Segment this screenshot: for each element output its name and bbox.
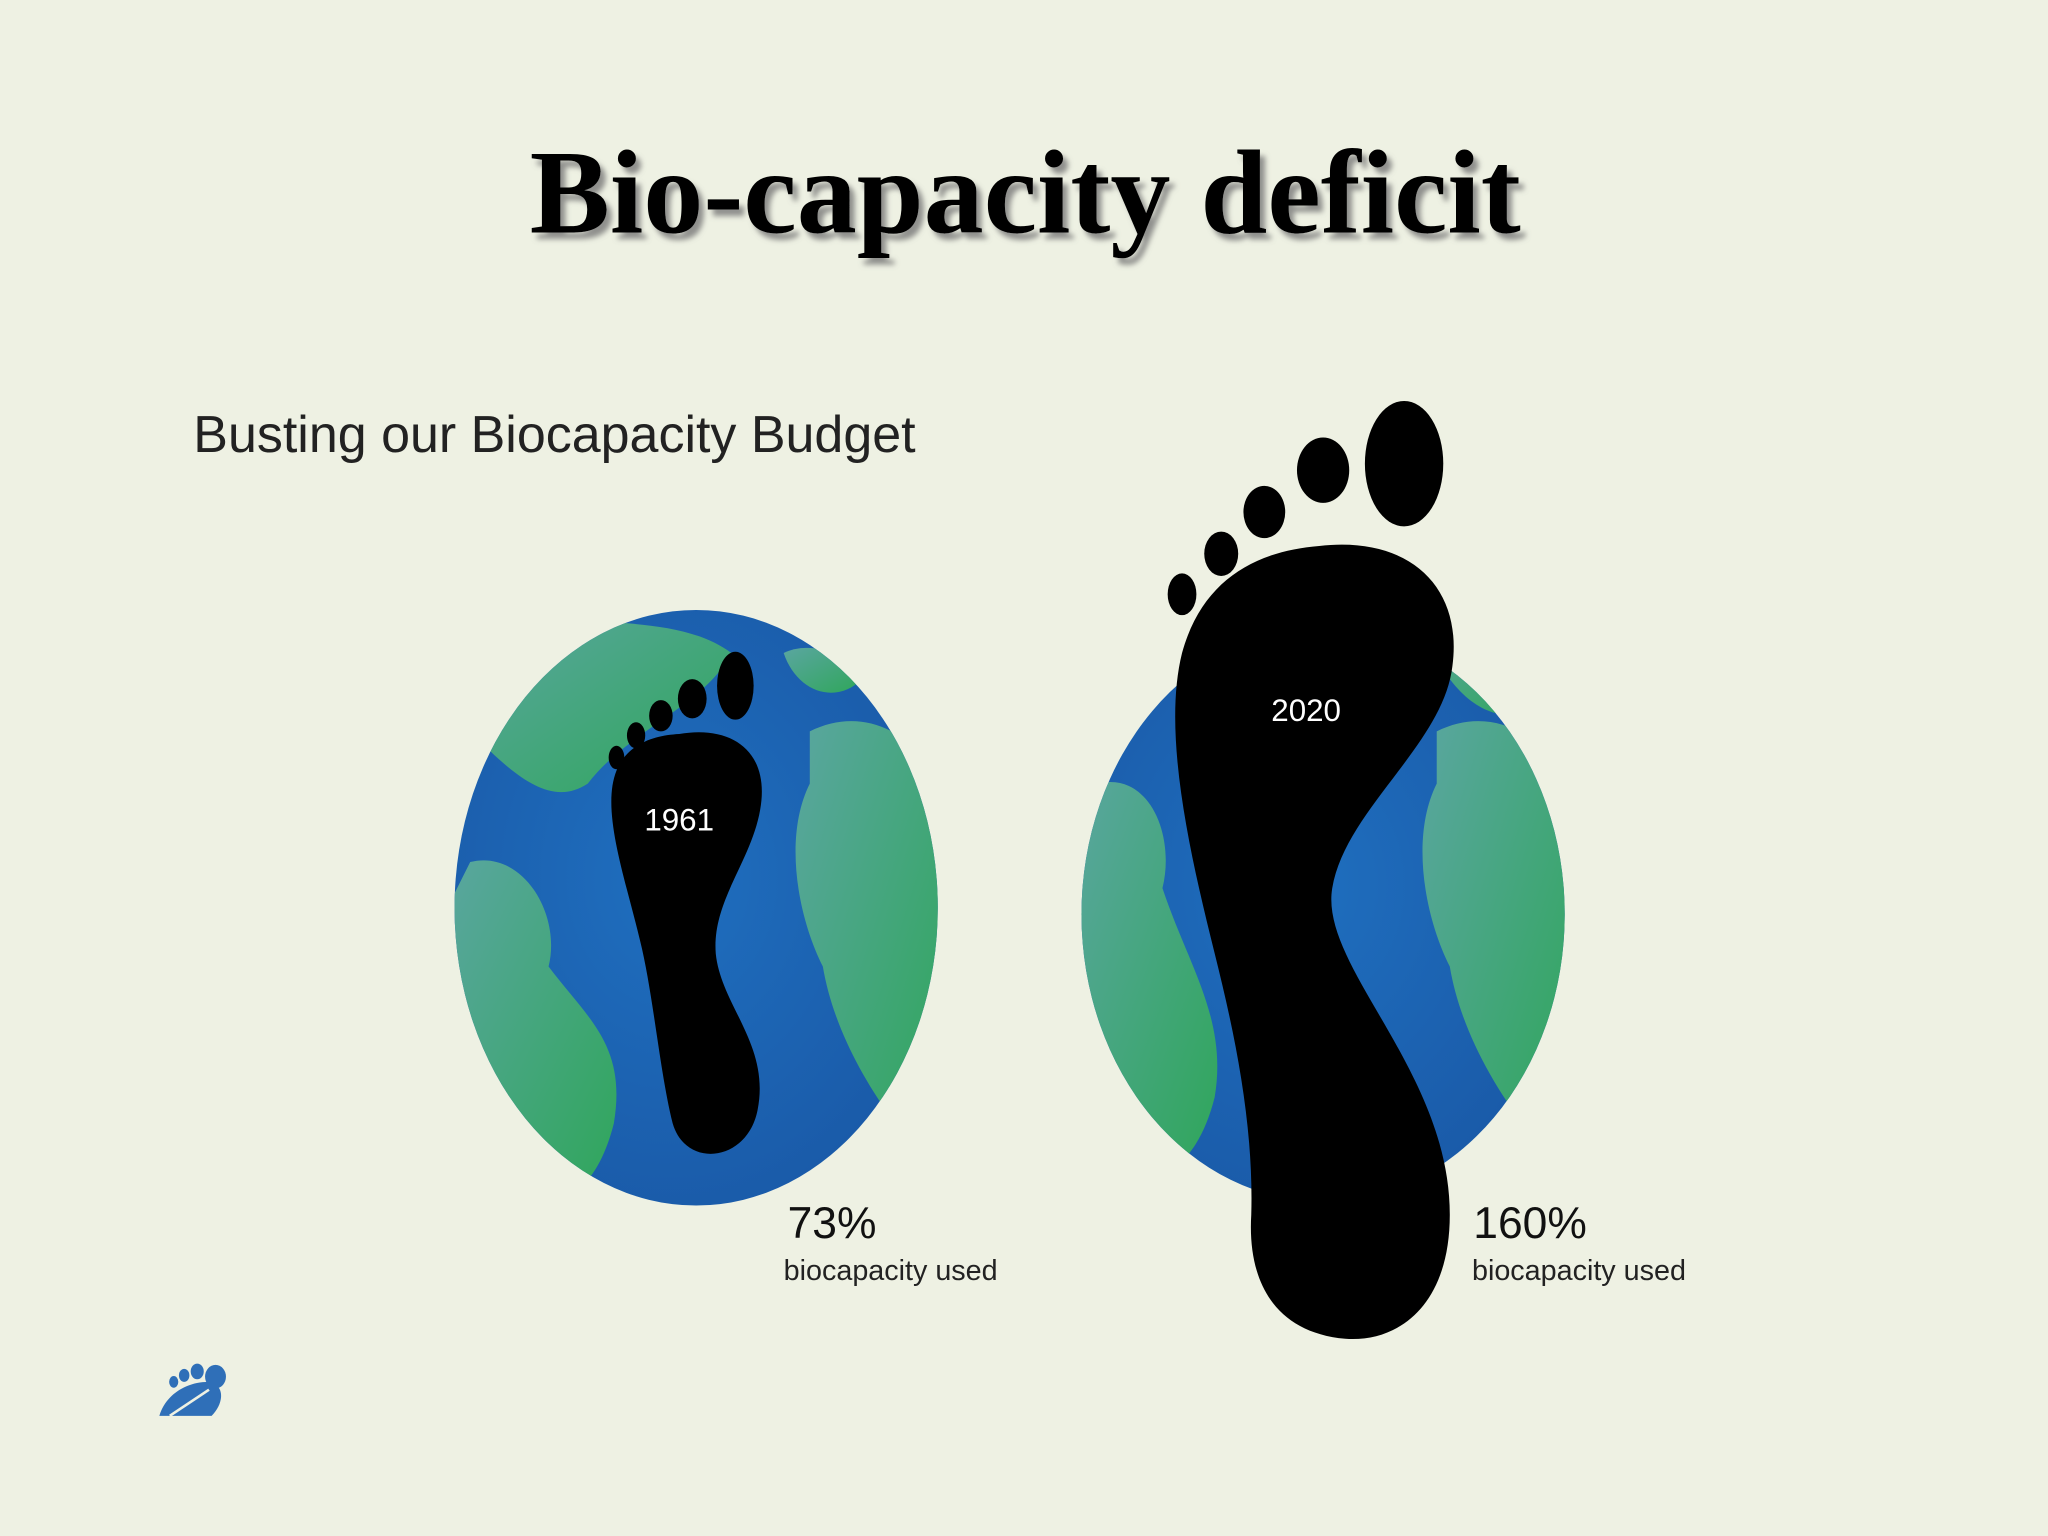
caption: biocapacity used (784, 1255, 998, 1287)
logo (159, 1363, 226, 1417)
slide-title: Bio-capacity deficit (530, 125, 1521, 258)
subtitle: Busting our Biocapacity Budget (193, 406, 916, 464)
caption: biocapacity used (1472, 1255, 1686, 1287)
percent-label: 160% (1473, 1199, 1587, 1248)
footprint (608, 651, 762, 1154)
year-label: 2020 (1271, 693, 1341, 728)
percent-label: 73% (788, 1199, 877, 1248)
year-label: 1961 (644, 803, 714, 838)
footprint (1167, 400, 1454, 1340)
